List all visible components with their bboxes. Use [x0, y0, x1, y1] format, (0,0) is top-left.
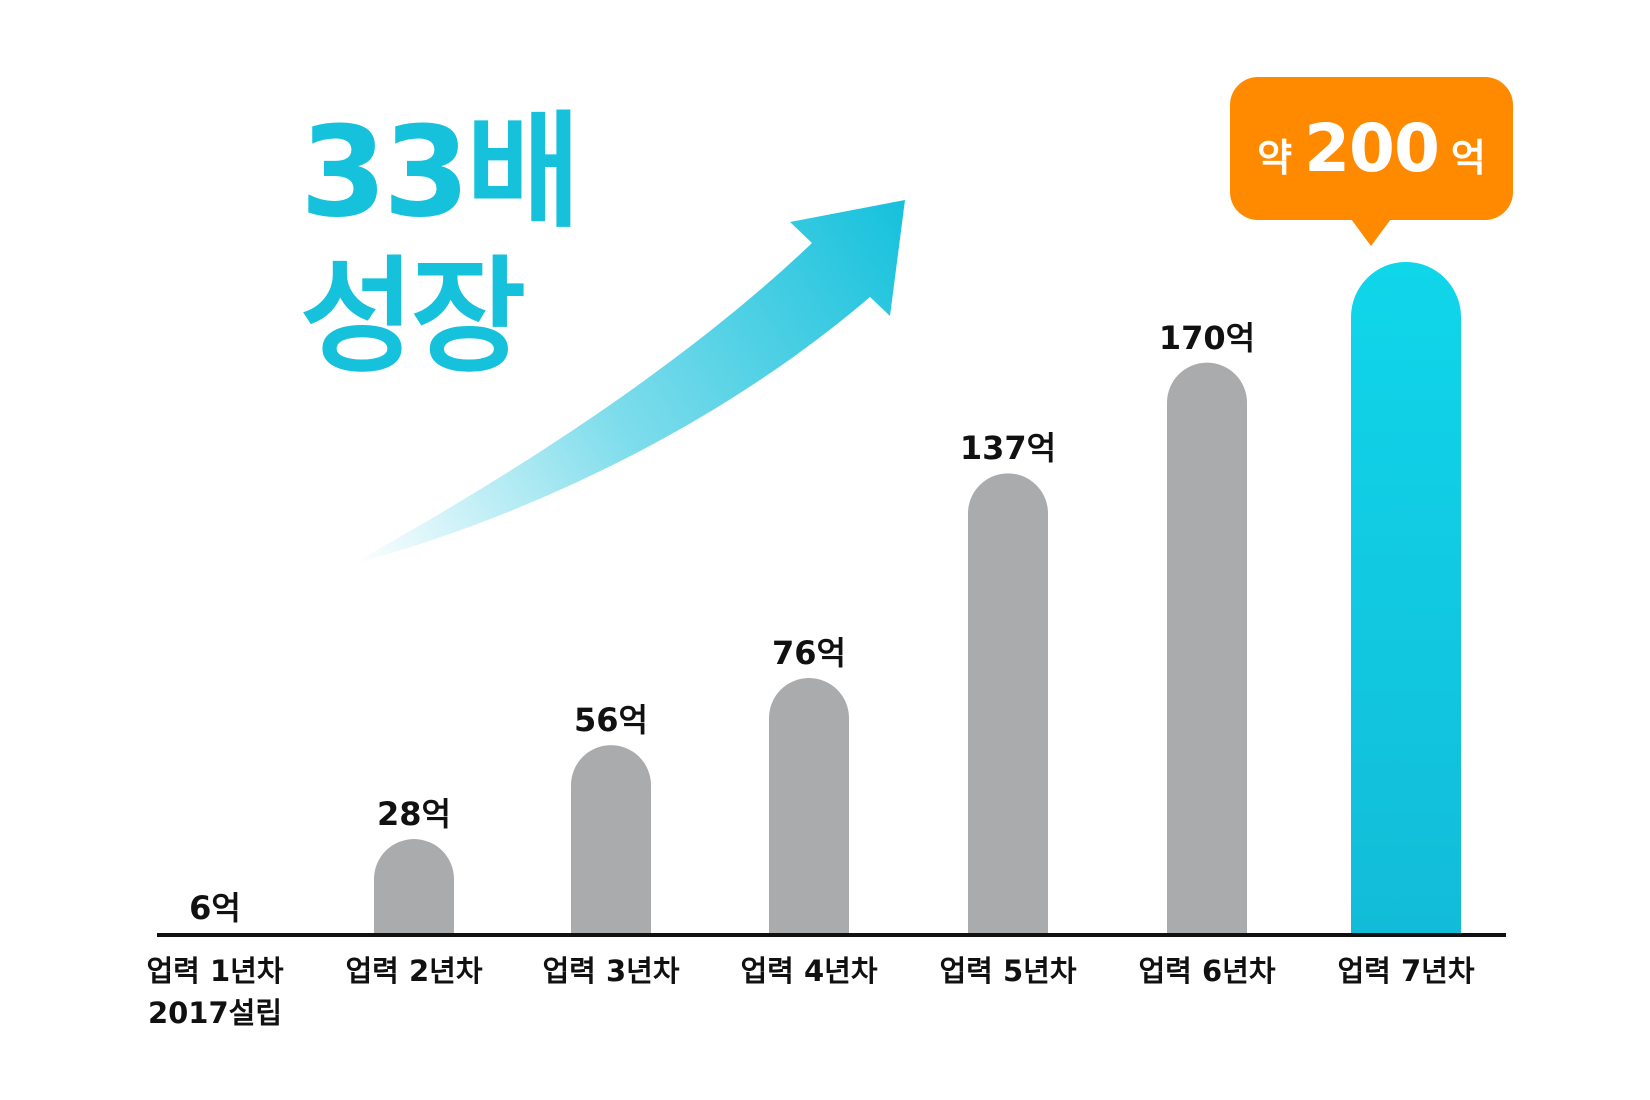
bar-2 [374, 839, 454, 933]
bar-4 [769, 678, 849, 933]
x-tick-label-1: 업력 1년차 2017설립 [146, 954, 284, 1031]
bar-3 [571, 745, 651, 933]
bar-5 [968, 473, 1048, 933]
callout-badge: 약 200 억 [1230, 77, 1513, 246]
bar-value-label-3: 56억 [574, 701, 648, 740]
callout-value: 200 [1304, 110, 1440, 187]
bar-value-label-6: 170억 [1158, 318, 1256, 357]
callout-unit: 억 [1450, 136, 1486, 180]
bar-value-label-4: 76억 [772, 634, 846, 673]
bar-value-label-5: 137억 [959, 429, 1057, 468]
x-tick-label-5: 업력 5년차 [939, 954, 1077, 988]
bar-6 [1167, 362, 1247, 933]
bar-value-label-1: 6억 [189, 889, 241, 927]
headline-growth-multiple: 33배 [300, 100, 581, 245]
x-tick-label-6: 업력 6년차 [1138, 954, 1276, 988]
growth-arrow [350, 200, 905, 565]
bar-7 [1351, 262, 1461, 933]
callout-prefix: 약 [1257, 136, 1293, 180]
bar-value-label-2: 28억 [377, 795, 451, 834]
x-tick-label-7: 업력 7년차 [1337, 954, 1475, 988]
x-tick-label-2: 업력 2년차 [345, 954, 483, 988]
x-tick-label-3: 업력 3년차 [542, 954, 680, 988]
headline-growth-word: 성장 [300, 245, 526, 390]
x-tick-label-4: 업력 4년차 [740, 954, 878, 988]
